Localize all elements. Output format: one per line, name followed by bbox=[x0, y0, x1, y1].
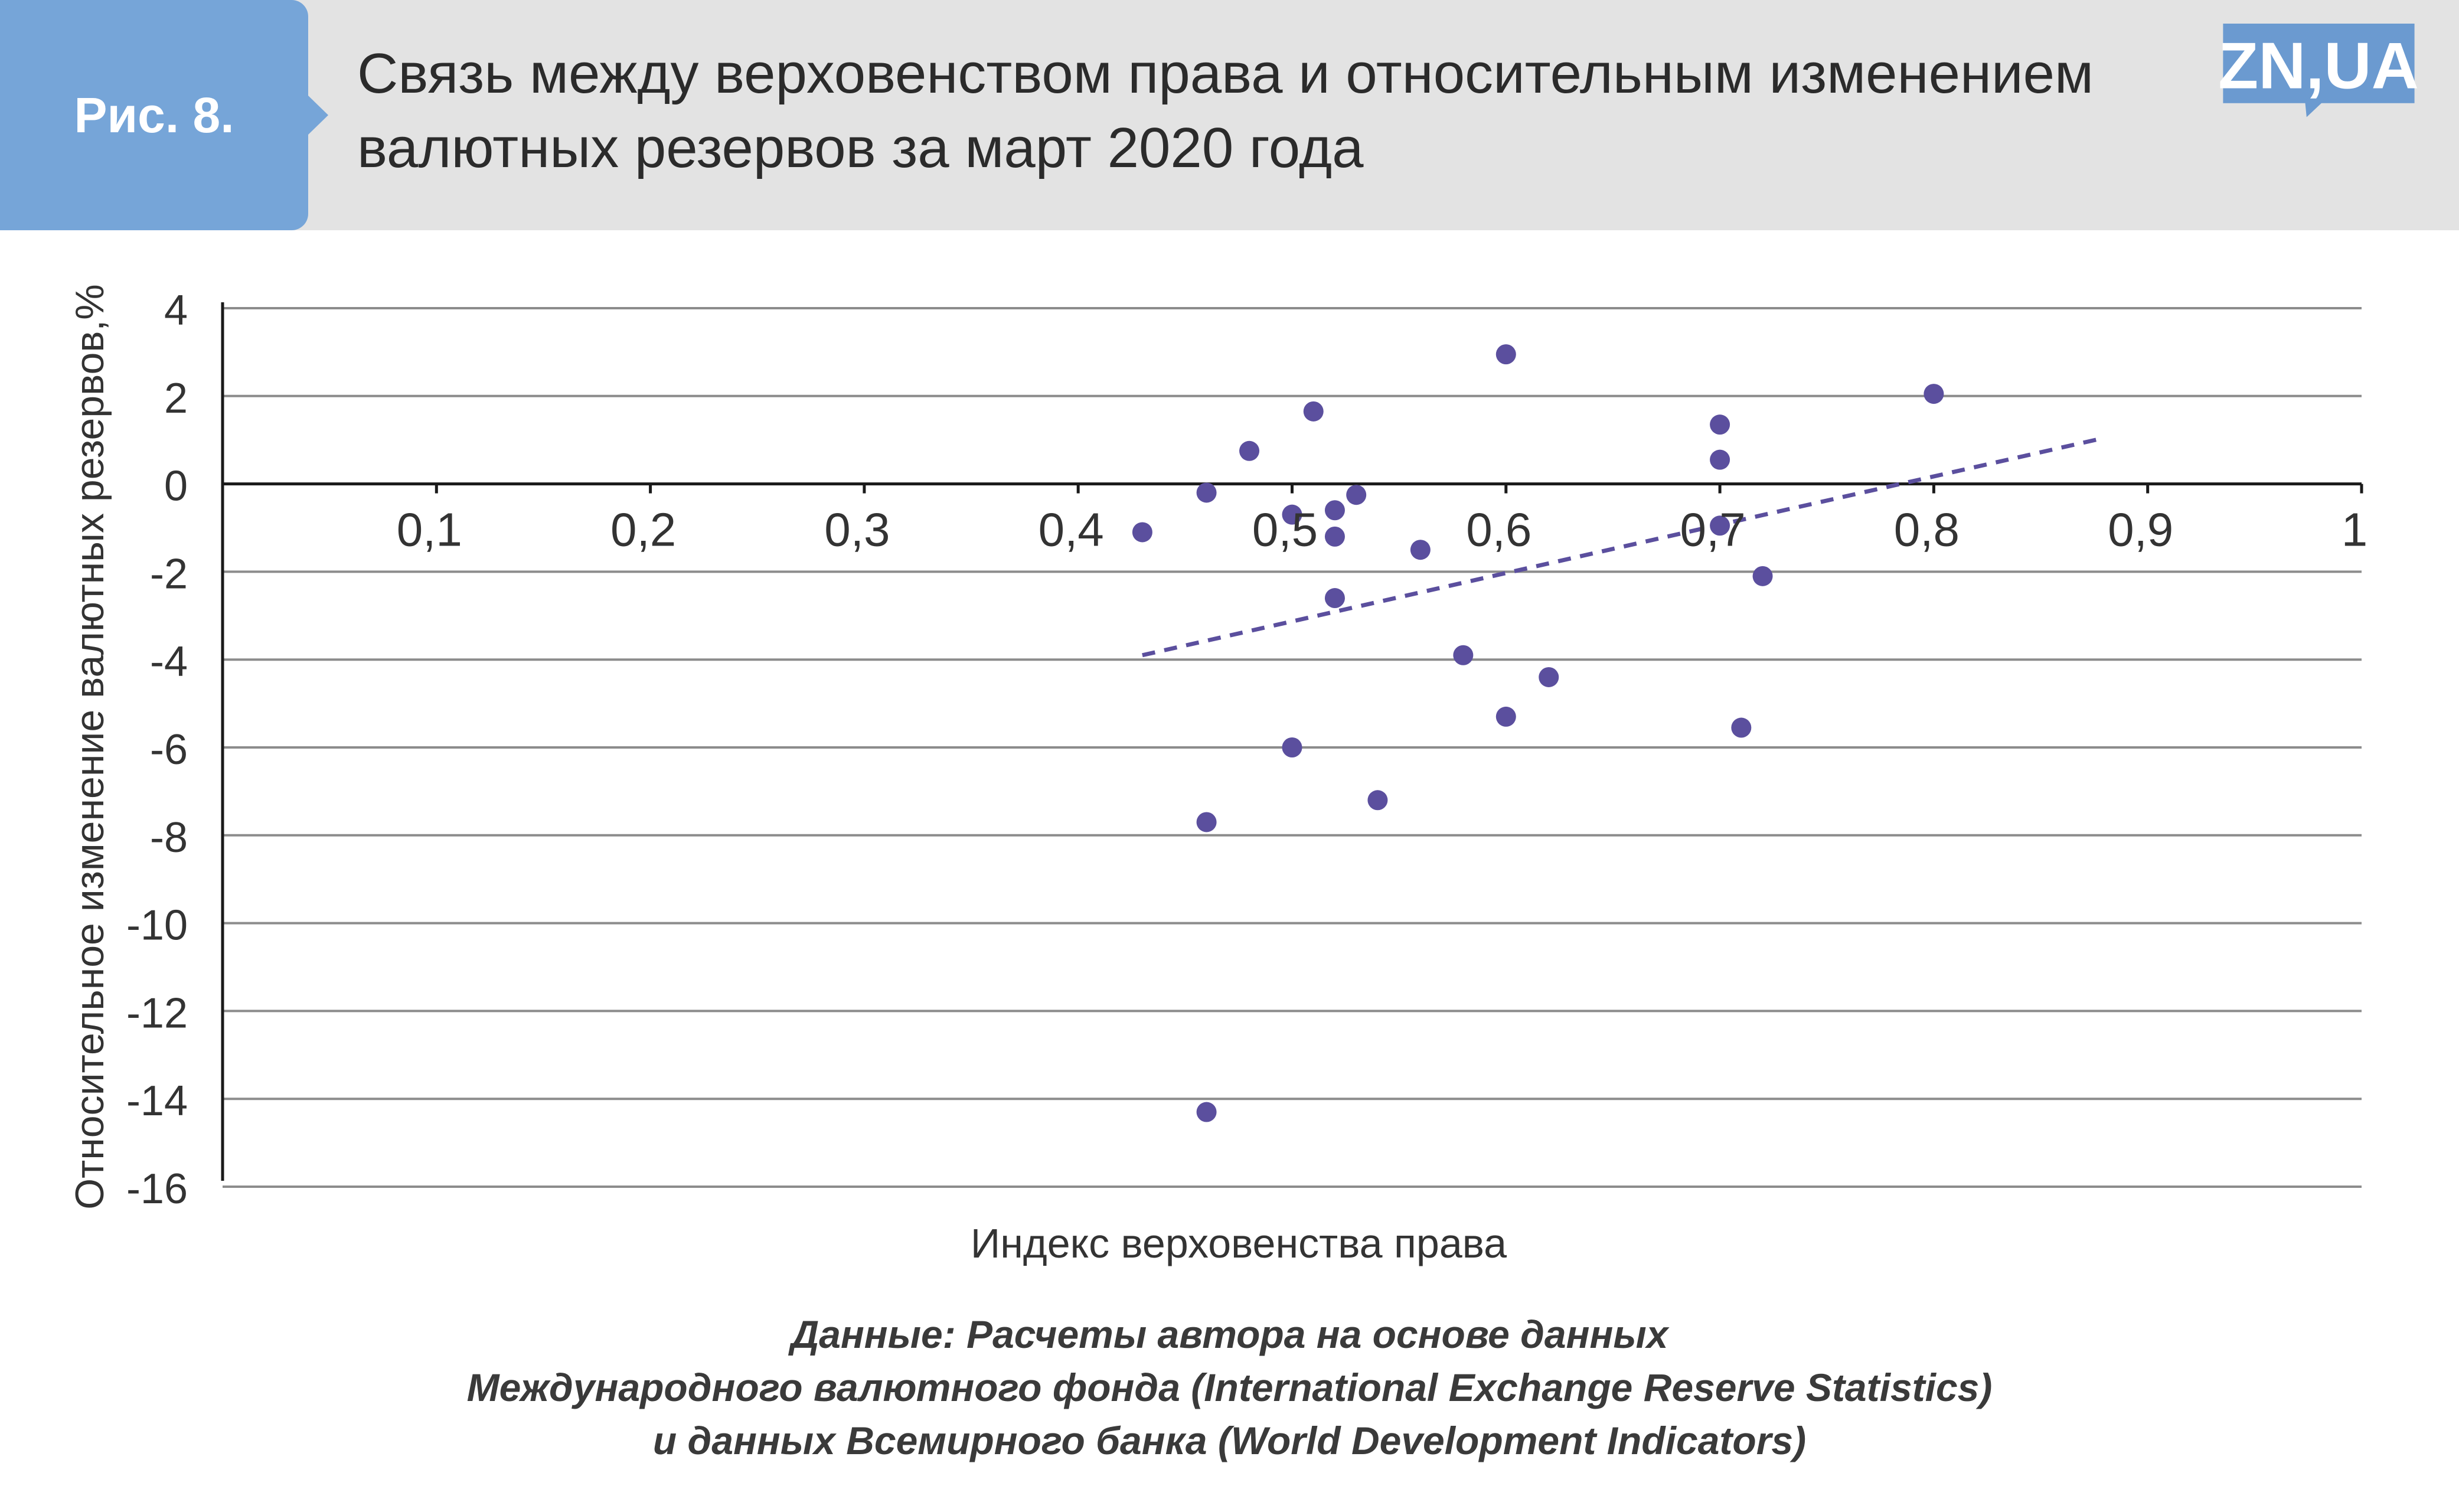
data-point bbox=[1367, 790, 1388, 811]
y-axis-label: Относительное изменение валютных резерво… bbox=[67, 284, 112, 1210]
trendline-layer bbox=[1142, 436, 2106, 658]
y-tick-label: 2 bbox=[164, 375, 188, 422]
y-tick-label: -4 bbox=[150, 638, 188, 685]
y-tick-label: -8 bbox=[150, 814, 188, 861]
figure-label: Рис. 8. bbox=[74, 87, 234, 143]
x-tick-label: 0,2 bbox=[610, 504, 676, 556]
source-line: и данных Всемирного банка (World Develop… bbox=[652, 1419, 1807, 1462]
y-tick-label: -6 bbox=[150, 726, 188, 773]
data-point bbox=[1924, 384, 1944, 404]
source-line: Международного валютного фонда (Internat… bbox=[466, 1366, 1993, 1409]
x-tick-label: 0,6 bbox=[1466, 504, 1531, 556]
data-point bbox=[1710, 515, 1730, 536]
chart-title-line: Связь между верховенством права и относи… bbox=[357, 42, 2094, 105]
scatter-chart: 4 2 0 -2 -4 -6 -8 -10 -12 -14 -16 0,1 0,2 0,3 0,4 0,5 0,… bbox=[67, 284, 2367, 1266]
header bbox=[0, 0, 2459, 230]
x-tick-label: 0,5 bbox=[1252, 504, 1318, 556]
data-point bbox=[1196, 1102, 1217, 1122]
data-point bbox=[1731, 717, 1752, 738]
logo-text: ZN,UA bbox=[2218, 28, 2419, 102]
x-tick-label: 0,7 bbox=[1680, 504, 1745, 556]
grid-layer bbox=[223, 307, 2362, 1188]
chart-title: Связь между верховенством права и относи… bbox=[357, 37, 2128, 185]
y-tick-label: 0 bbox=[164, 463, 188, 510]
source-line: Данные: Расчеты автора на основе данных bbox=[791, 1312, 1668, 1356]
x-tick-label: 0,3 bbox=[824, 504, 890, 556]
data-point bbox=[1495, 344, 1516, 365]
axis-layer bbox=[221, 302, 2363, 1181]
data-point bbox=[1282, 504, 1302, 525]
data-point bbox=[1239, 440, 1260, 461]
data-point bbox=[1410, 540, 1431, 560]
data-point bbox=[1453, 645, 1474, 665]
y-tick-label: -12 bbox=[126, 990, 188, 1037]
data-point bbox=[1539, 667, 1559, 687]
data-point bbox=[1303, 401, 1324, 422]
data-point bbox=[1132, 522, 1152, 543]
data-point bbox=[1324, 500, 1345, 521]
data-point bbox=[1495, 706, 1516, 727]
points-layer bbox=[1132, 344, 1944, 1122]
data-point bbox=[1282, 737, 1302, 757]
x-tick-label: 0,1 bbox=[397, 504, 462, 556]
x-axis-label: Индекс верховенства права bbox=[971, 1220, 1507, 1266]
figure-badge bbox=[0, 0, 308, 230]
x-tick-label: 0,4 bbox=[1039, 504, 1104, 556]
data-point bbox=[1346, 485, 1367, 505]
y-tick-label: -14 bbox=[126, 1077, 188, 1125]
y-tick-label: -16 bbox=[126, 1165, 188, 1213]
trendline bbox=[1142, 436, 2106, 658]
data-point bbox=[1710, 414, 1730, 435]
data-point bbox=[1752, 566, 1773, 586]
zn-ua-logo: ZN,UA bbox=[2218, 24, 2419, 117]
data-point bbox=[1196, 812, 1217, 832]
x-tick-label: 0,8 bbox=[1894, 504, 1960, 556]
tick-label-layer: 4 2 0 -2 -4 -6 -8 -10 -12 -14 -16 0,1 0,2 0,3 0,4 0,5 0,… bbox=[126, 287, 2367, 1213]
data-point bbox=[1324, 526, 1345, 547]
y-tick-label: 4 bbox=[164, 287, 188, 334]
y-tick-label: -10 bbox=[126, 902, 188, 949]
x-tick-label: 0,9 bbox=[2108, 504, 2173, 556]
data-point bbox=[1324, 588, 1345, 609]
y-tick-label: -2 bbox=[150, 550, 188, 597]
chart-title-line: валютных резервов за март 2020 года bbox=[357, 116, 1364, 179]
data-point bbox=[1196, 482, 1217, 503]
figure-badge-arrow bbox=[307, 94, 328, 136]
data-source-note: Данные: Расчеты автора на основе данных … bbox=[0, 1308, 2459, 1467]
x-tick-label: 1 bbox=[2342, 504, 2368, 556]
data-point bbox=[1710, 449, 1730, 470]
